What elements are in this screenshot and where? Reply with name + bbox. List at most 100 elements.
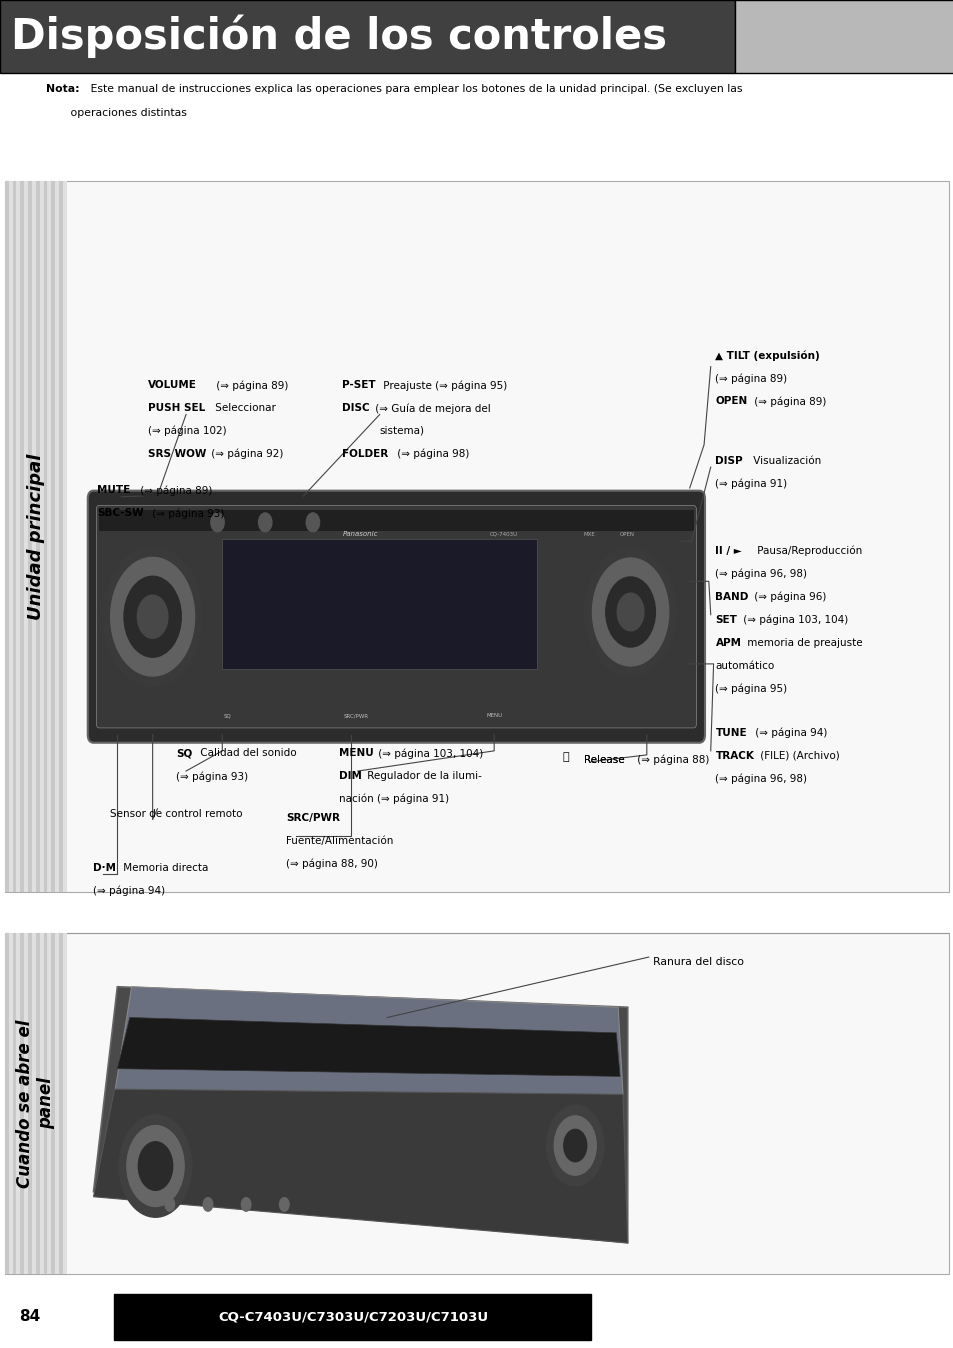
FancyBboxPatch shape: [5, 181, 9, 892]
Circle shape: [111, 558, 194, 677]
FancyBboxPatch shape: [12, 933, 16, 1274]
Text: SRC/PWR: SRC/PWR: [343, 713, 368, 718]
FancyBboxPatch shape: [59, 933, 63, 1274]
Circle shape: [563, 1130, 586, 1162]
Text: Unidad principal: Unidad principal: [27, 453, 45, 620]
Text: OPEN: OPEN: [619, 531, 635, 537]
FancyBboxPatch shape: [20, 933, 24, 1274]
FancyBboxPatch shape: [35, 933, 40, 1274]
Text: Release: Release: [583, 755, 624, 764]
Text: DISP: DISP: [715, 456, 742, 465]
Text: Fuente/Alimentación: Fuente/Alimentación: [286, 836, 394, 845]
Text: MENU: MENU: [338, 748, 373, 758]
FancyBboxPatch shape: [5, 181, 948, 892]
Text: FOLDER: FOLDER: [341, 449, 387, 458]
Polygon shape: [114, 987, 622, 1095]
Text: SQ: SQ: [223, 713, 231, 718]
Text: (⇒ página 88): (⇒ página 88): [634, 755, 709, 766]
FancyBboxPatch shape: [99, 510, 693, 531]
Text: Release: Release: [583, 755, 624, 764]
FancyBboxPatch shape: [96, 506, 696, 728]
FancyBboxPatch shape: [28, 181, 31, 892]
FancyBboxPatch shape: [16, 933, 20, 1274]
Text: PUSH SEL: PUSH SEL: [148, 403, 205, 412]
FancyBboxPatch shape: [9, 933, 12, 1274]
Text: MUTE: MUTE: [97, 485, 131, 495]
Text: (⇒ página 89): (⇒ página 89): [715, 373, 787, 384]
Text: sistema): sistema): [379, 426, 424, 435]
Text: (⇒ página 94): (⇒ página 94): [93, 886, 166, 896]
FancyBboxPatch shape: [59, 181, 63, 892]
Circle shape: [119, 1115, 192, 1217]
FancyBboxPatch shape: [31, 933, 36, 1274]
FancyBboxPatch shape: [24, 933, 28, 1274]
Text: MXE: MXE: [583, 531, 595, 537]
FancyBboxPatch shape: [35, 181, 40, 892]
Text: operaciones distintas: operaciones distintas: [46, 108, 187, 117]
Text: Ranura del disco: Ranura del disco: [653, 957, 743, 967]
Circle shape: [279, 1197, 289, 1212]
Polygon shape: [93, 1089, 627, 1243]
Text: ▲ TILT (expulsión): ▲ TILT (expulsión): [715, 350, 820, 361]
Text: Panasonic: Panasonic: [342, 531, 378, 537]
Text: CQ-C7403U/C7303U/C7203U/C7103U: CQ-C7403U/C7303U/C7203U/C7103U: [217, 1310, 488, 1324]
FancyBboxPatch shape: [88, 491, 704, 743]
FancyBboxPatch shape: [44, 933, 48, 1274]
FancyBboxPatch shape: [5, 933, 9, 1274]
Text: (FILE) (Archivo): (FILE) (Archivo): [757, 751, 840, 760]
Text: (⇒ página 92): (⇒ página 92): [208, 449, 283, 460]
FancyBboxPatch shape: [5, 933, 948, 1274]
Circle shape: [203, 1197, 213, 1212]
Text: Nota:: Nota:: [46, 84, 79, 93]
FancyBboxPatch shape: [44, 181, 48, 892]
Circle shape: [617, 593, 643, 631]
Text: (⇒ página 93): (⇒ página 93): [176, 771, 249, 782]
Circle shape: [306, 512, 319, 532]
Text: (⇒ página 88, 90): (⇒ página 88, 90): [286, 859, 377, 869]
FancyBboxPatch shape: [40, 181, 44, 892]
Text: memoria de preajuste: memoria de preajuste: [743, 638, 862, 647]
Text: (⇒ página 89): (⇒ página 89): [213, 380, 288, 391]
Text: ⎙: ⎙: [562, 752, 569, 762]
Circle shape: [124, 577, 181, 658]
FancyBboxPatch shape: [0, 0, 734, 73]
Circle shape: [592, 558, 668, 666]
Text: (⇒ Guía de mejora del: (⇒ Guía de mejora del: [372, 403, 490, 414]
Text: SET: SET: [715, 615, 737, 624]
Text: Sensor de control remoto: Sensor de control remoto: [110, 809, 242, 818]
Text: (⇒ página 89): (⇒ página 89): [137, 485, 213, 496]
Text: (⇒ página 98): (⇒ página 98): [394, 449, 469, 460]
Text: CQ-7403U: CQ-7403U: [489, 531, 517, 537]
Text: (⇒ página 103, 104): (⇒ página 103, 104): [740, 615, 847, 625]
FancyBboxPatch shape: [51, 933, 55, 1274]
FancyBboxPatch shape: [48, 181, 51, 892]
FancyBboxPatch shape: [31, 181, 36, 892]
Text: DISC: DISC: [341, 403, 369, 412]
FancyBboxPatch shape: [48, 933, 51, 1274]
Circle shape: [137, 596, 168, 639]
Text: (⇒ página 94): (⇒ página 94): [751, 728, 826, 739]
Text: SQ: SQ: [176, 748, 193, 758]
FancyBboxPatch shape: [9, 181, 12, 892]
Text: TRACK: TRACK: [715, 751, 754, 760]
Text: Preajuste (⇒ página 95): Preajuste (⇒ página 95): [379, 380, 506, 391]
Text: SRS WOW: SRS WOW: [148, 449, 206, 458]
Circle shape: [554, 1116, 596, 1175]
Circle shape: [127, 1126, 184, 1206]
FancyBboxPatch shape: [40, 933, 44, 1274]
Polygon shape: [93, 987, 627, 1243]
Text: Este manual de instrucciones explica las operaciones para emplear los botones de: Este manual de instrucciones explica las…: [87, 84, 741, 93]
Text: DIM: DIM: [338, 771, 361, 780]
Text: P-SET: P-SET: [341, 380, 375, 390]
FancyBboxPatch shape: [20, 181, 24, 892]
Text: BAND: BAND: [715, 592, 748, 601]
Text: OPEN: OPEN: [715, 396, 747, 406]
Text: APM: APM: [715, 638, 740, 647]
Text: Pausa/Reproducción: Pausa/Reproducción: [753, 546, 861, 557]
FancyBboxPatch shape: [51, 181, 55, 892]
Text: nación (⇒ página 91): nación (⇒ página 91): [338, 794, 448, 805]
Text: Cuando se abre el
panel: Cuando se abre el panel: [16, 1019, 55, 1188]
Text: TUNE: TUNE: [715, 728, 746, 737]
FancyBboxPatch shape: [12, 181, 16, 892]
Text: (⇒ página 96): (⇒ página 96): [750, 592, 825, 603]
